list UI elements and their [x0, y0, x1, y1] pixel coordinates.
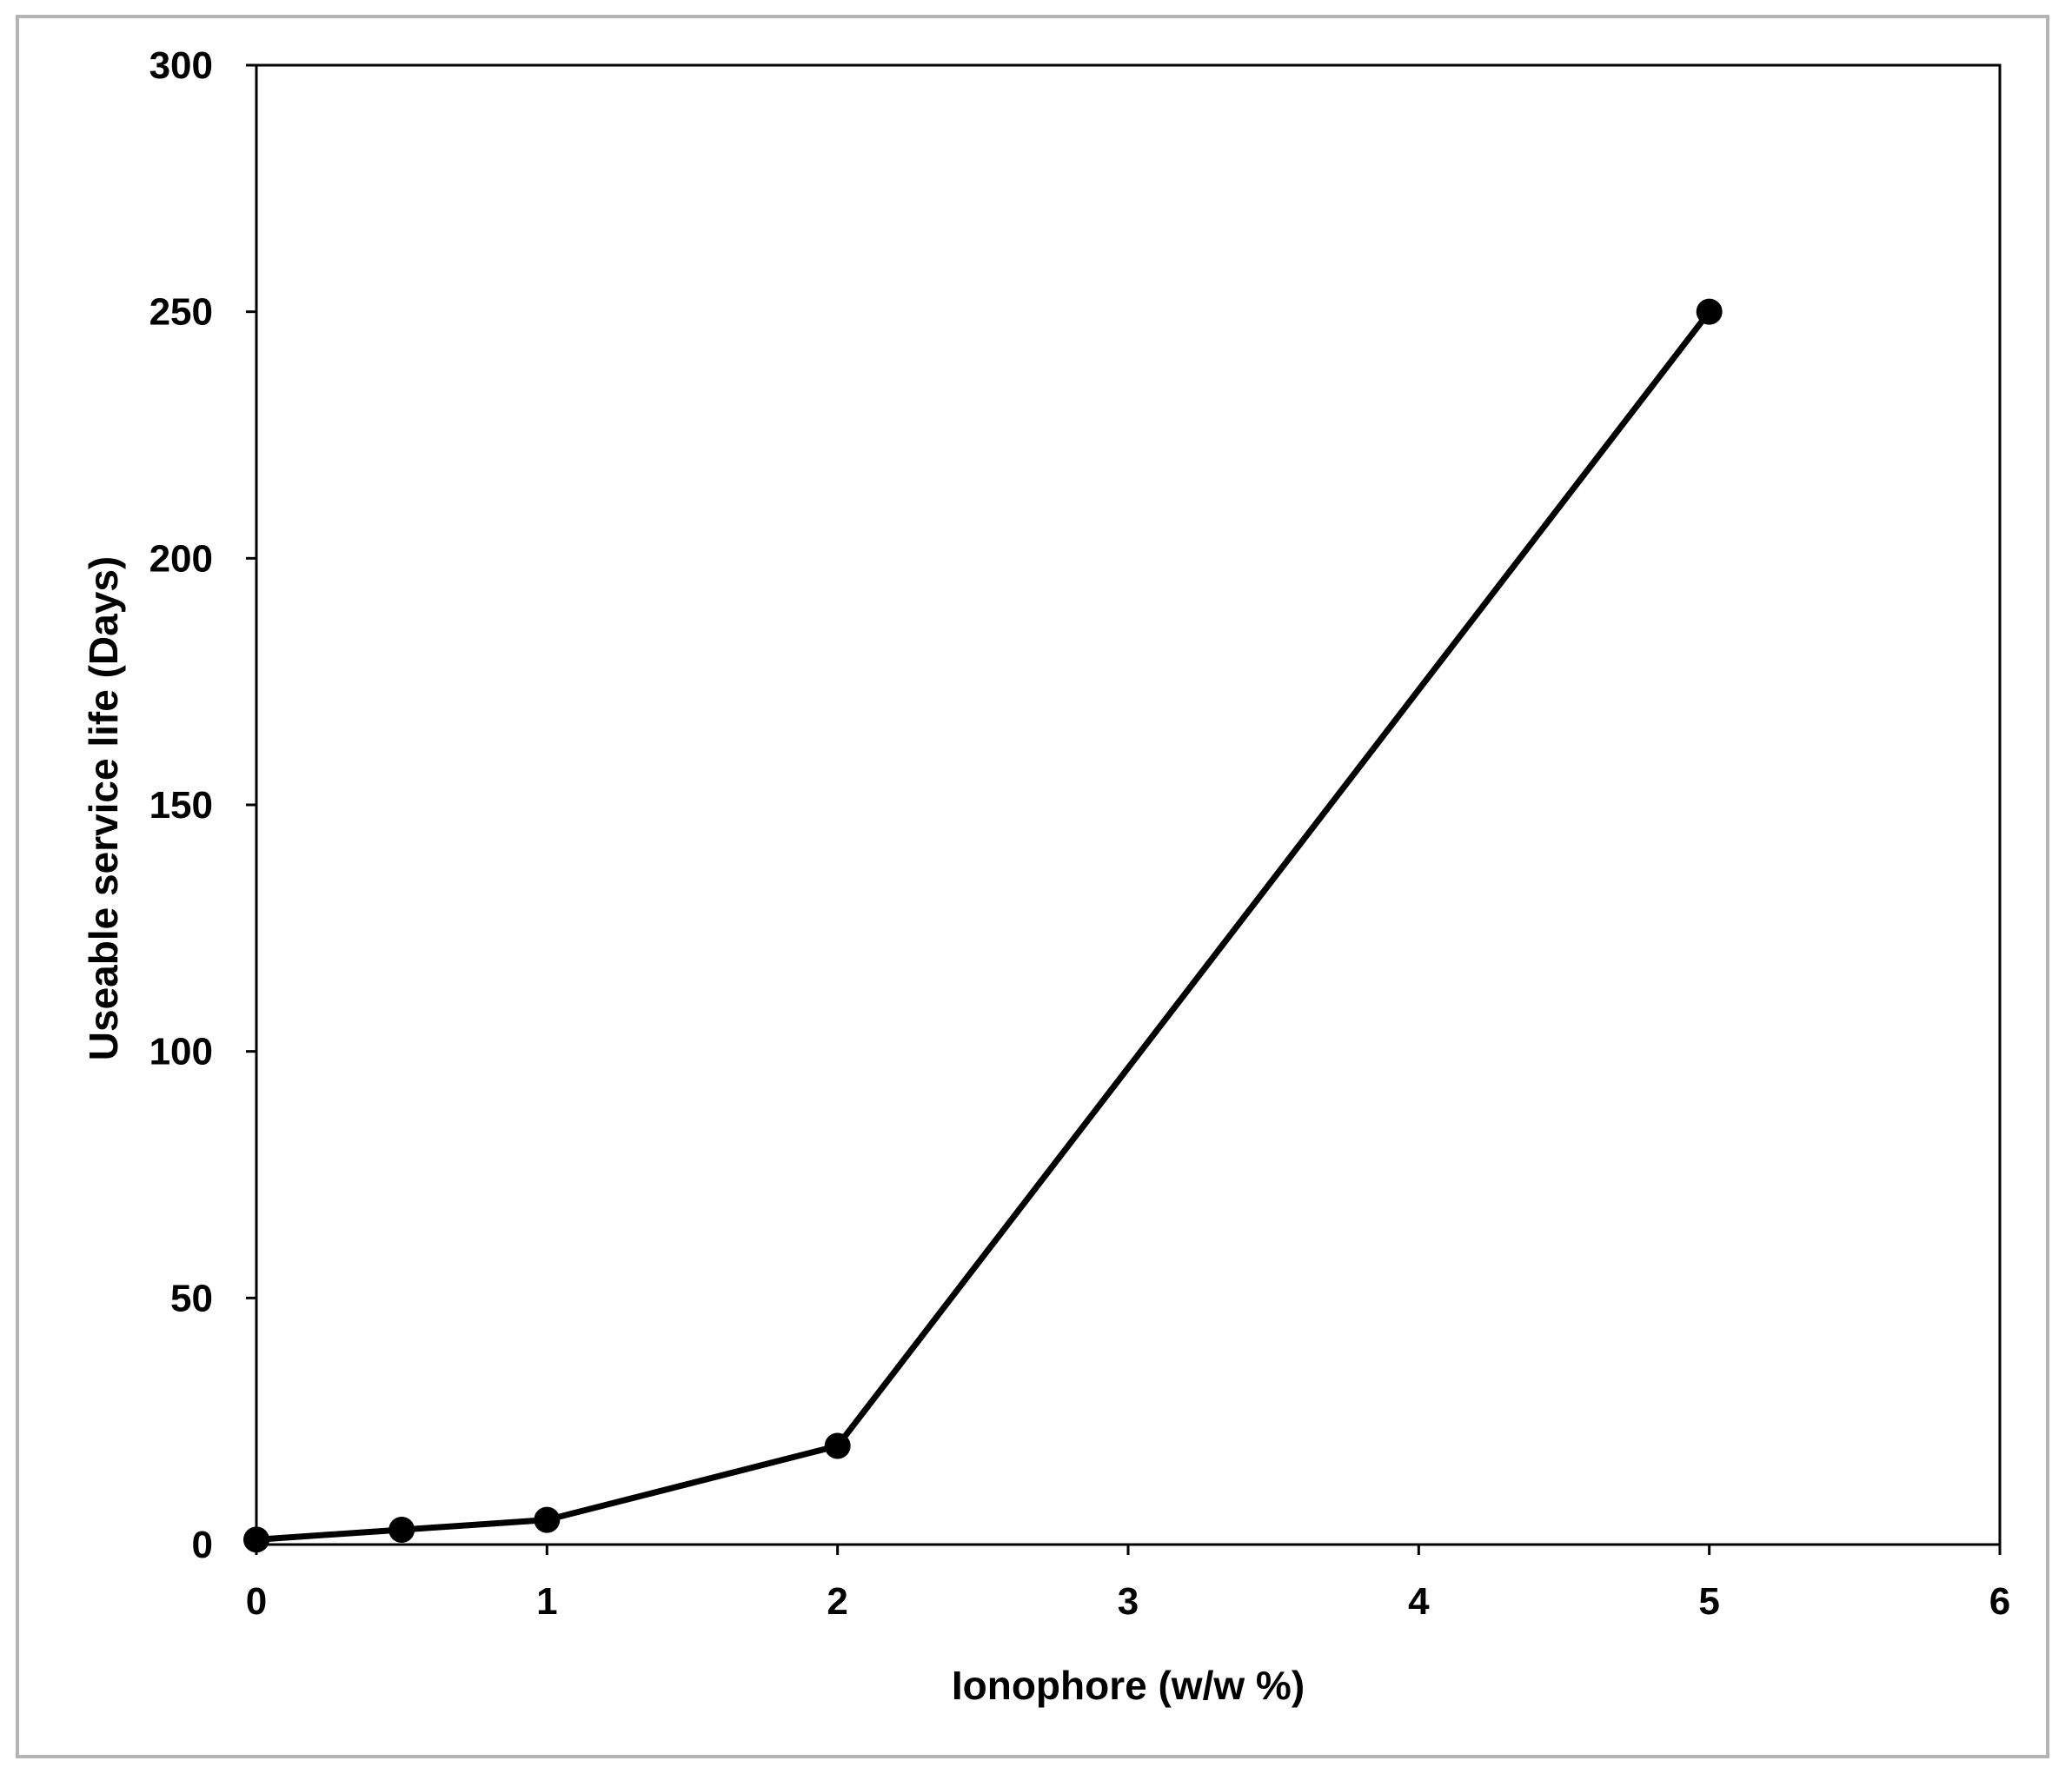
- x-tick-label: 5: [1698, 1580, 1719, 1623]
- series-lines: [253, 309, 1713, 1543]
- series-line: [253, 309, 1713, 1543]
- x-axis-title: Ionophore (w/w %): [952, 1663, 1305, 1708]
- data-point: [824, 1432, 851, 1459]
- x-axis-ticks: [255, 1545, 2002, 1555]
- x-tick-label: 0: [246, 1580, 267, 1623]
- y-tick-label: 50: [170, 1277, 213, 1319]
- x-tick-label: 2: [827, 1580, 847, 1623]
- y-tick-label: 300: [149, 44, 213, 87]
- x-tick-label: 3: [1118, 1580, 1139, 1623]
- y-axis-ticks: [246, 63, 256, 1546]
- y-tick-label: 100: [149, 1031, 213, 1073]
- series-points: [243, 298, 1723, 1553]
- x-axis-tick-labels: 0 1 2 3 4 5 6: [246, 1580, 2010, 1623]
- chart-frame: [16, 15, 2049, 1758]
- y-axis-tick-labels: 0 50 100 150 200 250 300: [149, 44, 213, 1566]
- plot-area: [255, 63, 2002, 1546]
- x-tick-label: 4: [1408, 1580, 1430, 1623]
- data-point: [243, 1526, 269, 1553]
- x-tick-label: 6: [1989, 1580, 2010, 1623]
- data-point: [1696, 298, 1723, 325]
- y-tick-label: 150: [149, 784, 213, 827]
- data-point: [534, 1506, 561, 1533]
- y-axis-title: Useable service life (Days): [81, 556, 126, 1060]
- y-tick-label: 250: [149, 291, 213, 334]
- y-tick-label: 200: [149, 537, 213, 580]
- x-tick-label: 1: [536, 1580, 557, 1623]
- y-tick-label: 0: [192, 1524, 213, 1566]
- data-point: [388, 1516, 415, 1543]
